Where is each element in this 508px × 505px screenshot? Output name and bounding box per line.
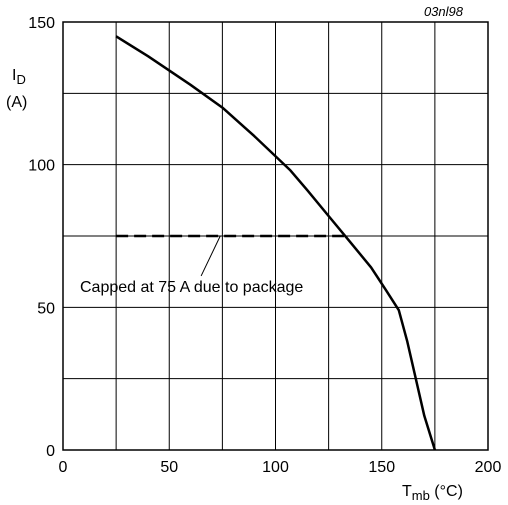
x-tick-label: 200 — [475, 459, 502, 476]
y-axis-unit: (A) — [6, 94, 27, 111]
plot-frame — [62, 21, 489, 451]
x-tick-label: 0 — [59, 459, 68, 476]
figure-reference: 03nl98 — [424, 4, 464, 19]
y-tick-label: 50 — [37, 300, 55, 317]
annotation-leader-line — [200, 235, 221, 277]
y-tick-label: 150 — [28, 15, 55, 32]
x-axis-unit: (°C) — [430, 483, 463, 500]
annotations: Capped at 75 A due to package — [80, 235, 303, 296]
x-tick-label: 150 — [368, 459, 395, 476]
series — [115, 35, 437, 451]
x-axis-symbol: T — [402, 483, 412, 500]
x-tick-label: 50 — [160, 459, 178, 476]
x-axis-subscript: mb — [412, 488, 430, 503]
y-tick-label: 0 — [46, 443, 55, 460]
x-axis-title: Tmb (°C) — [402, 483, 463, 503]
x-tick-label: 100 — [262, 459, 289, 476]
y-tick-label: 100 — [28, 158, 55, 175]
grid — [62, 21, 489, 451]
y-axis-title: ID — [12, 67, 26, 87]
y-axis-symbol: I — [12, 67, 16, 84]
annotation-label: Capped at 75 A due to package — [80, 279, 303, 296]
y-axis-subscript: D — [16, 72, 25, 87]
series-line-derating — [115, 35, 437, 451]
tick-labels: 0 50 100 150 200 0 50 100 150 — [28, 15, 501, 476]
